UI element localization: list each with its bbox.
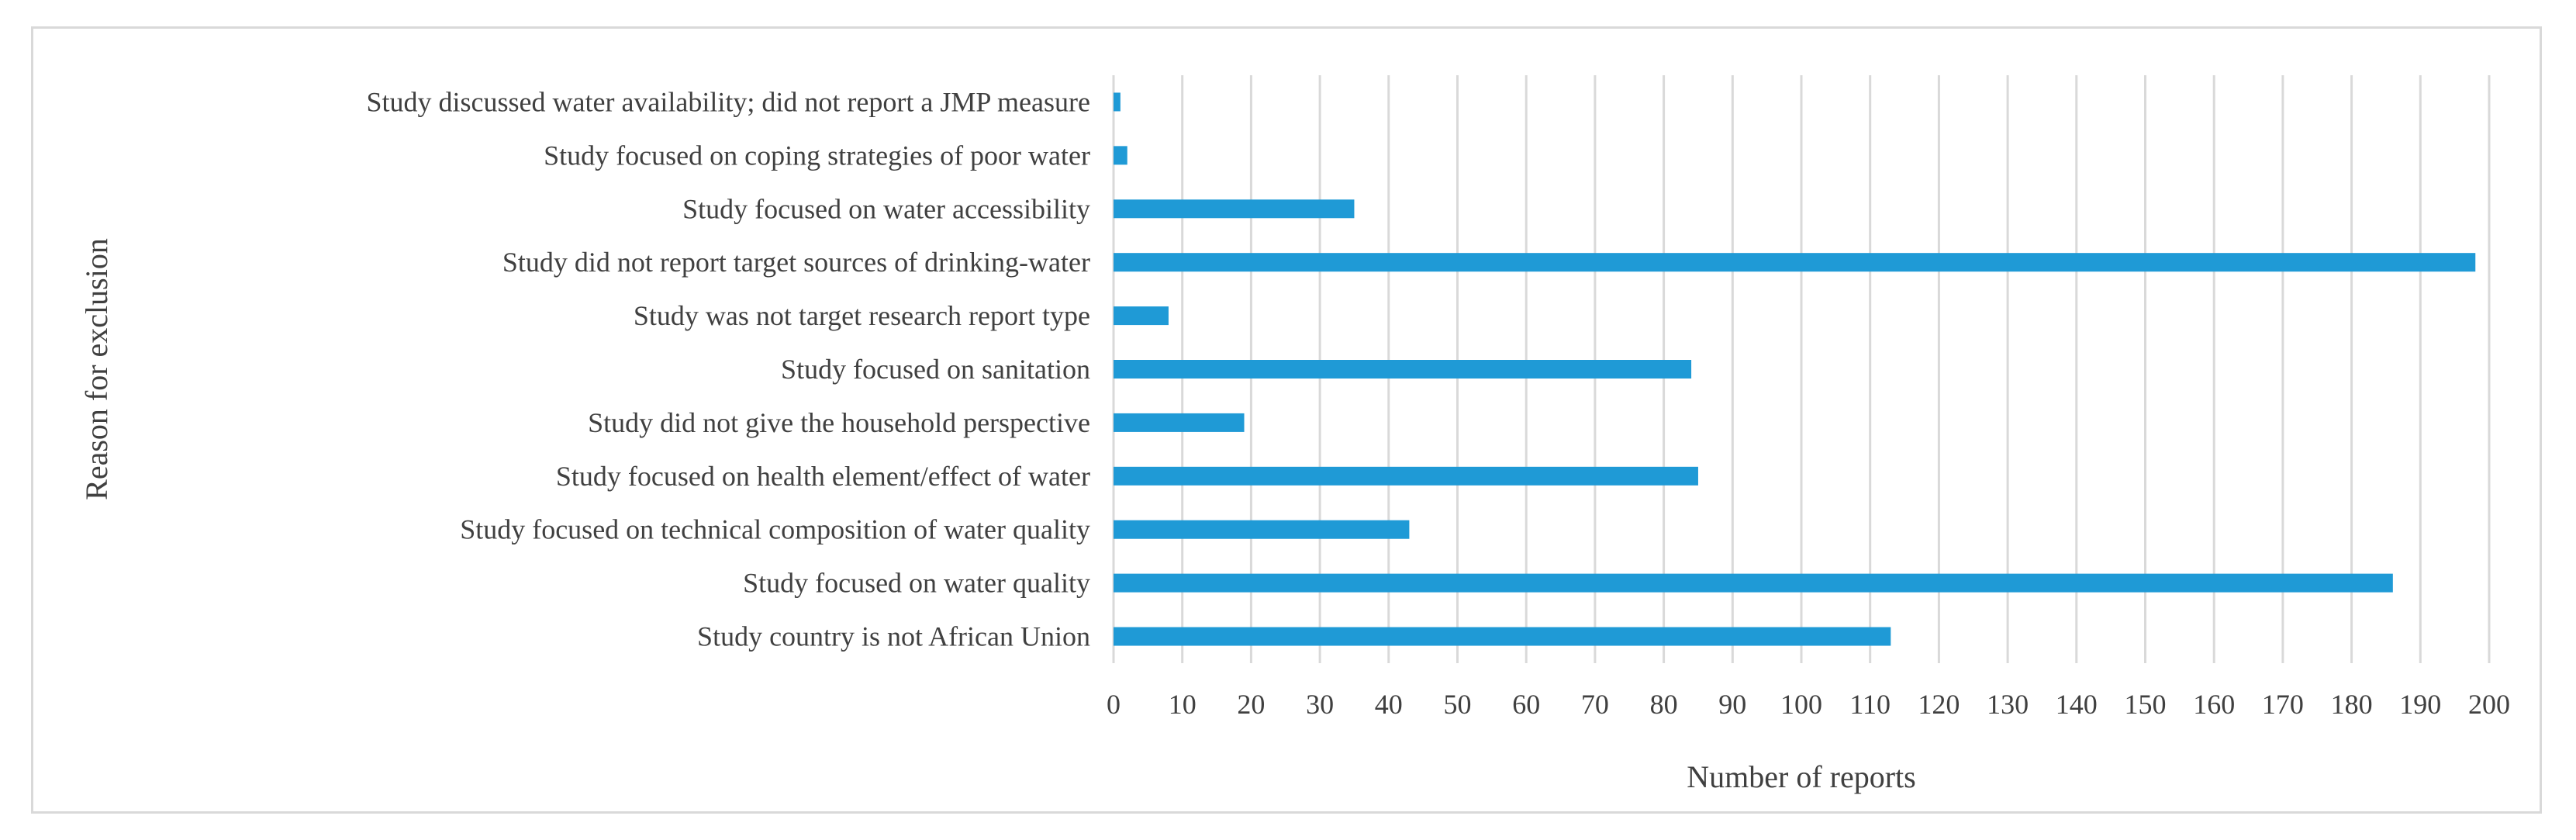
x-tick-label: 0 (1107, 689, 1121, 720)
category-label: Study focused on technical composition o… (460, 514, 1090, 545)
bar (1114, 627, 1891, 646)
x-tick-label: 40 (1375, 689, 1403, 720)
chart-frame: Study discussed water availability; did … (31, 26, 2542, 814)
bars (1114, 92, 2476, 646)
x-tick-label: 30 (1306, 689, 1334, 720)
x-tick-labels: 0 10 20 30 40 50 60 70 80 90 100 110 120 130 140 150 160… (1107, 689, 2510, 720)
category-label: Study focused on water accessibility (682, 193, 1090, 224)
x-tick-label: 130 (1987, 689, 2029, 720)
category-label: Study did not report target sources of d… (502, 247, 1090, 278)
bar (1114, 306, 1169, 326)
x-tick-label: 20 (1237, 689, 1265, 720)
y-axis-title: Reason for exclusion (79, 238, 114, 500)
bar-chart: Study discussed water availability; did … (79, 75, 2510, 794)
bar (1114, 92, 1121, 112)
x-tick-label: 60 (1512, 689, 1540, 720)
x-tick-label: 100 (1780, 689, 1822, 720)
category-labels: Study discussed water availability; did … (367, 86, 1091, 652)
x-tick-label: 10 (1169, 689, 1196, 720)
category-label: Study focused on coping strategies of po… (544, 140, 1090, 171)
x-tick-label: 150 (2125, 689, 2167, 720)
category-label: Study focused on sanitation (781, 354, 1090, 385)
x-tick-label: 50 (1444, 689, 1472, 720)
bar (1114, 520, 1410, 539)
category-label: Study focused on health element/effect o… (556, 461, 1090, 492)
x-tick-label: 90 (1718, 689, 1746, 720)
bar (1114, 199, 1355, 219)
category-label: Study country is not African Union (697, 621, 1090, 652)
x-tick-label: 80 (1650, 689, 1678, 720)
x-tick-label: 120 (1918, 689, 1960, 720)
category-label: Study was not target research report typ… (634, 300, 1090, 331)
bar (1114, 360, 1692, 379)
bar (1114, 573, 2393, 593)
x-tick-label: 70 (1581, 689, 1609, 720)
x-tick-label: 140 (2056, 689, 2098, 720)
x-tick-label: 190 (2399, 689, 2441, 720)
gridlines (1112, 75, 2491, 663)
bar (1114, 253, 2476, 272)
x-tick-label: 170 (2262, 689, 2304, 720)
x-tick-label: 180 (2331, 689, 2373, 720)
category-label: Study focused on water quality (743, 568, 1090, 599)
bar (1114, 466, 1698, 486)
x-axis-title: Number of reports (1687, 759, 1915, 794)
category-label: Study did not give the household perspec… (588, 407, 1090, 438)
category-label: Study discussed water availability; did … (367, 86, 1091, 117)
x-tick-label: 160 (2193, 689, 2235, 720)
bar (1114, 413, 1245, 432)
bar (1114, 146, 1127, 165)
x-tick-label: 200 (2468, 689, 2510, 720)
x-tick-label: 110 (1849, 689, 1891, 720)
